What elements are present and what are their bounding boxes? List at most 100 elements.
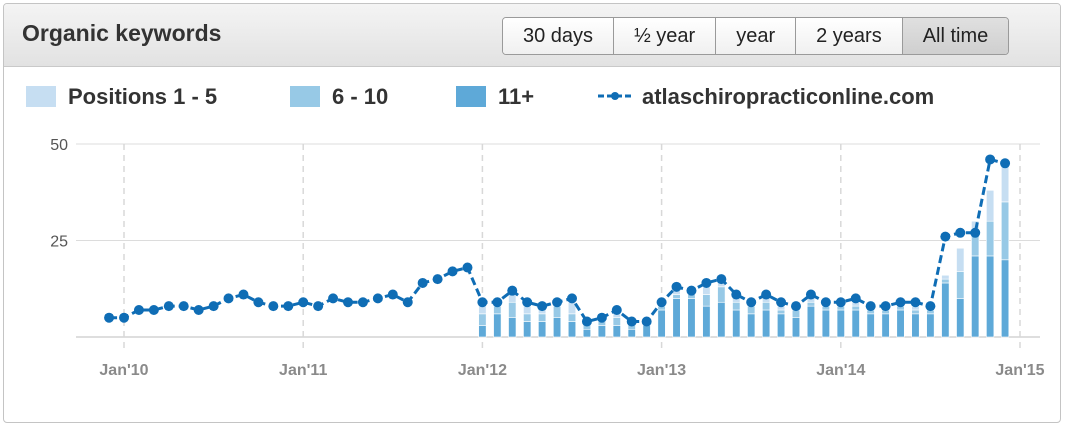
bar-segment [836, 309, 845, 338]
bar-segment [538, 313, 547, 322]
domain-point [671, 281, 682, 292]
domain-point [432, 274, 443, 285]
bar-segment [986, 190, 995, 222]
domain-point [148, 304, 159, 315]
domain-point [761, 289, 772, 300]
bar-segment [881, 313, 890, 338]
domain-point [193, 304, 204, 315]
domain-point [238, 289, 249, 300]
domain-point [462, 262, 473, 273]
bar-segment [911, 313, 920, 338]
bar-segment [523, 321, 532, 338]
domain-point [477, 297, 488, 308]
range-2-years-button[interactable]: 2 years [796, 18, 903, 54]
bar-segment [821, 309, 830, 338]
domain-point [716, 274, 727, 285]
bar-segment [732, 301, 741, 311]
bar-segment [747, 313, 756, 338]
bar-segment [508, 317, 517, 338]
domain-point [641, 316, 652, 327]
bar-segment [478, 313, 487, 326]
domain-point [880, 301, 891, 312]
bar-segment [1001, 259, 1010, 338]
bar-segment [956, 298, 965, 338]
bar-segment [777, 309, 786, 315]
organic-keywords-widget: Organic keywords 30 days ½ year year 2 y… [3, 3, 1061, 423]
bar-segment [1001, 163, 1010, 203]
bar-segment [896, 309, 905, 338]
domain-point [298, 297, 309, 308]
bar-segment [762, 309, 771, 338]
domain-point [776, 297, 787, 308]
domain-point [1000, 158, 1011, 169]
range-year-button[interactable]: year [716, 18, 797, 54]
bar-segment [642, 325, 651, 338]
x-tick-label: Jan'14 [816, 362, 865, 379]
domain-point [596, 312, 607, 323]
domain-point [268, 301, 279, 312]
range-30-days-button[interactable]: 30 days [503, 18, 615, 54]
domain-point [178, 301, 189, 312]
domain-point [163, 301, 174, 312]
bar-segment [791, 309, 801, 319]
domain-point [835, 297, 846, 308]
x-tick-label: Jan'12 [458, 362, 507, 379]
domain-point [223, 293, 234, 304]
bar-segment [762, 301, 771, 311]
bar-segment [986, 220, 995, 257]
bar-segment [523, 305, 532, 315]
legend-label: 11+ [498, 84, 535, 109]
bar-segment [508, 294, 517, 303]
legend-swatch [456, 86, 486, 107]
domain-point [985, 154, 996, 165]
domain-point [253, 297, 264, 308]
bar-segment [986, 255, 995, 338]
line-legend-icon [598, 92, 632, 100]
domain-point [119, 312, 129, 323]
domain-point [805, 289, 816, 300]
bar-segment [702, 286, 711, 295]
domain-point [611, 304, 622, 315]
domain-point [372, 293, 383, 304]
range-all-time-button[interactable]: All time [902, 18, 1009, 54]
range-half-year-button[interactable]: ½ year [614, 18, 717, 54]
bar-segment [597, 325, 606, 338]
bar-segment [911, 309, 920, 315]
bar-segment [956, 271, 965, 299]
legend-label: atlaschiropracticonline.com [642, 84, 935, 109]
bar-segment [702, 305, 711, 338]
y-tick-label: 50 [50, 137, 68, 154]
domain-point [522, 297, 533, 308]
bar-segment [493, 313, 502, 338]
domain-point [626, 316, 637, 327]
bar-segment [1001, 201, 1010, 261]
bar-segment [553, 305, 562, 318]
bar-segment [732, 309, 741, 338]
widget-title: Organic keywords [22, 20, 222, 46]
domain-point [328, 293, 339, 304]
time-range-selector: 30 days ½ year year 2 years All time [502, 17, 1010, 55]
domain-point [387, 289, 398, 300]
bar-segment [612, 317, 621, 326]
bar-segment [717, 301, 726, 338]
bar-segment [567, 301, 577, 315]
bar-segment [553, 317, 562, 338]
domain-point [283, 301, 294, 312]
legend-swatch [290, 86, 320, 107]
x-tick-label: Jan'15 [995, 362, 1044, 379]
bar-segment [478, 325, 487, 338]
domain-point [686, 285, 697, 296]
bar-segment [806, 305, 815, 338]
bar-segment [777, 313, 786, 338]
bar-segment [627, 328, 636, 338]
bar-segment [866, 313, 875, 338]
bar-segment [926, 313, 935, 338]
x-tick-label: Jan'11 [279, 362, 327, 379]
bar-segment [956, 247, 965, 272]
domain-point [208, 301, 219, 312]
bar-segment [672, 294, 681, 299]
domain-point [656, 297, 667, 308]
domain-point [731, 289, 742, 300]
domain-point [955, 227, 966, 238]
domain-point [970, 227, 981, 238]
